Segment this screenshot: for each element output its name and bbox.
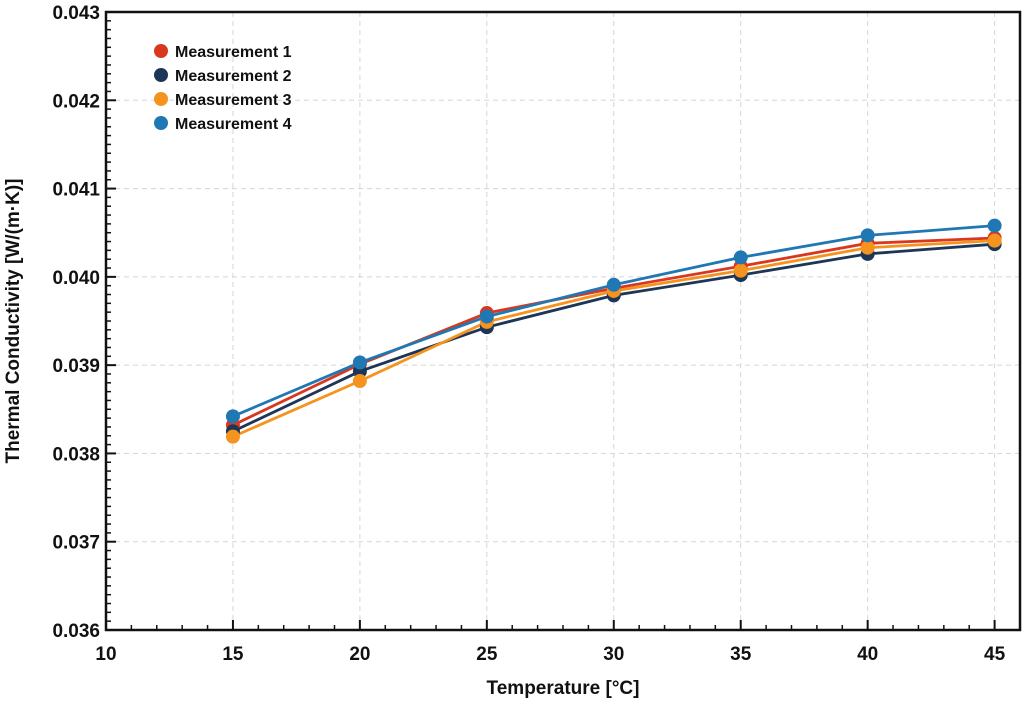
- series-4-point: [479, 309, 494, 324]
- legend-label-1: Measurement 1: [175, 44, 292, 61]
- series-3-point: [860, 240, 875, 255]
- x-tick-label: 20: [349, 644, 370, 665]
- series-points: [225, 218, 1002, 444]
- series-4-point: [733, 250, 748, 265]
- y-tick-label: 0.040: [52, 268, 100, 289]
- x-tick-label: 10: [95, 644, 116, 665]
- y-tick-label: 0.043: [52, 3, 100, 24]
- series-4-point: [606, 277, 621, 292]
- y-tick-label: 0.039: [52, 356, 100, 377]
- x-tick-label: 15: [222, 644, 244, 665]
- x-tick-label: 35: [730, 644, 752, 665]
- series-3-point: [733, 263, 748, 278]
- series-3-point: [352, 374, 367, 389]
- y-axis-title: Thermal Conductivity [W/(m·K)]: [3, 179, 24, 464]
- y-tick-label: 0.038: [52, 444, 100, 465]
- x-axis: 10 15 20 25 30 35 40 45: [95, 620, 1021, 665]
- x-tick-label: 25: [476, 644, 498, 665]
- legend: Measurement 1 Measurement 2 Measurement 3 M…: [154, 44, 292, 133]
- series-4-point: [860, 228, 875, 243]
- y-tick-label: 0.042: [52, 91, 100, 112]
- legend-marker-2: [154, 68, 168, 82]
- series-4-point: [987, 218, 1002, 233]
- legend-label-4: Measurement 4: [175, 116, 292, 133]
- legend-marker-3: [154, 92, 168, 106]
- series-3-point: [225, 429, 240, 444]
- y-tick-label: 0.041: [52, 180, 100, 201]
- x-axis-title: Temperature [°C]: [487, 678, 640, 699]
- legend-label-2: Measurement 2: [175, 68, 292, 85]
- x-tick-label: 45: [984, 644, 1006, 665]
- x-tick-label: 30: [603, 644, 624, 665]
- series-4-point: [352, 355, 367, 370]
- x-tick-label: 40: [857, 644, 878, 665]
- legend-marker-4: [154, 116, 168, 130]
- legend-marker-1: [154, 44, 168, 58]
- series-4-point: [225, 409, 240, 424]
- legend-label-3: Measurement 3: [175, 92, 292, 109]
- y-tick-label: 0.037: [52, 533, 100, 554]
- series-3-point: [987, 233, 1002, 248]
- y-axis: 0.036 0.037 0.038 0.039 0.040 0.041 0.042 0.043: [52, 3, 116, 642]
- y-tick-label: 0.036: [52, 621, 100, 642]
- grid-lines: [105, 11, 1020, 631]
